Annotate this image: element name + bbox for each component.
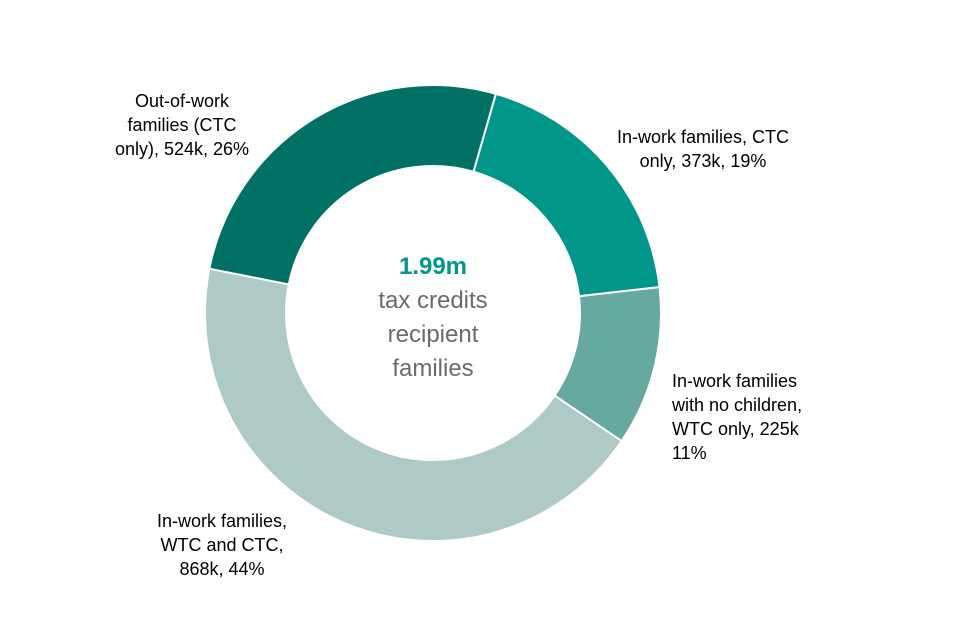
data-label-in-work-no-children: In-work families with no children, WTC o… xyxy=(672,369,832,465)
total-desc-line-3: families xyxy=(392,355,474,382)
data-label-in-work-wtc-and-ctc: In-work families, WTC and CTC, 868k, 44% xyxy=(137,509,307,581)
donut-slice-out-of-work xyxy=(208,84,498,286)
data-label-out-of-work-line-1: Out-of-work xyxy=(134,91,230,111)
donut-slice-in-work-wtc-and-ctc xyxy=(204,267,624,542)
data-label-in-work-no-children-line-4: 11% xyxy=(672,443,707,463)
data-label-in-work-ctc-only-line-1: In-work families, CTC xyxy=(616,127,790,147)
data-label-out-of-work-line-2: families (CTC xyxy=(127,115,237,135)
data-label-in-work-no-children-line-2: with no children, xyxy=(672,395,803,415)
data-label-in-work-no-children-line-3: WTC only, 225k xyxy=(672,419,799,439)
donut-center-label: 1.99m tax credits recipient families xyxy=(333,250,533,386)
data-label-out-of-work: Out-of-work families (CTC only), 524k, 2… xyxy=(108,89,256,161)
total-desc-line-1: tax credits xyxy=(378,287,488,314)
data-label-in-work-no-children-line-1: In-work families xyxy=(672,371,798,391)
data-label-in-work-wtc-and-ctc-line-2: WTC and CTC, xyxy=(160,535,284,555)
data-label-in-work-ctc-only-line-2: only, 373k, 19% xyxy=(639,151,767,171)
total-desc-line-2: recipient xyxy=(387,321,479,348)
data-label-out-of-work-line-3: only), 524k, 26% xyxy=(114,139,250,159)
data-label-in-work-wtc-and-ctc-line-3: 868k, 44% xyxy=(179,559,265,579)
total-value: 1.99m xyxy=(398,253,468,280)
data-label-in-work-ctc-only: In-work families, CTC only, 373k, 19% xyxy=(600,125,806,173)
data-label-in-work-wtc-and-ctc-line-1: In-work families, xyxy=(156,511,288,531)
